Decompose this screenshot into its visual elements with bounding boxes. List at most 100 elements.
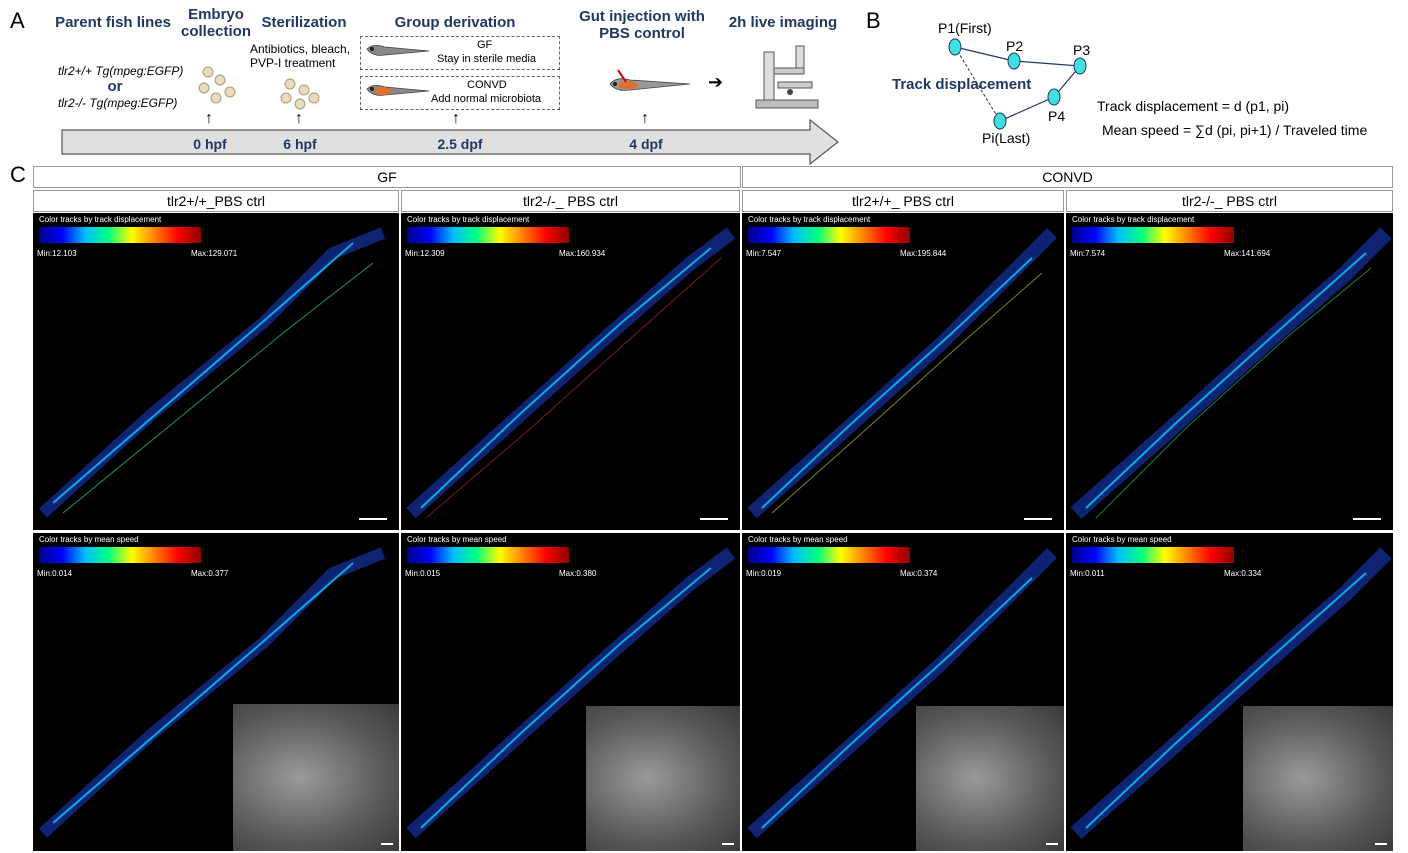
gf-box-desc: Stay in sterile media — [437, 53, 537, 65]
step-embryo-collection: Embryo collection — [180, 6, 251, 40]
group-header-convd: CONVD — [742, 166, 1393, 188]
step-live-imaging: 2h live imaging — [728, 14, 838, 31]
colorbar-max: Max:160.934 — [559, 249, 606, 258]
track-displacement-image: Color tracks by track displacement Min:1… — [401, 213, 740, 530]
scale-bar — [700, 518, 728, 520]
brightfield-inset — [916, 706, 1064, 851]
track-displacement-image: Color tracks by track displacement Min:7… — [742, 213, 1064, 530]
up-arrow-icon: ↑ — [452, 110, 460, 127]
scale-bar — [1375, 843, 1387, 845]
scale-bar — [1024, 518, 1052, 520]
scale-bar — [359, 518, 387, 520]
step-gut-injection: Gut injection with PBS control — [579, 8, 705, 42]
track-displacement-image: Color tracks by track displacement Min:7… — [1066, 213, 1393, 530]
tracks-overlay — [406, 227, 736, 519]
column-header: tlr2+/+_ PBS ctrl — [742, 190, 1064, 212]
panel-c-letter: C — [10, 162, 26, 187]
colorbar-min: Min:0.014 — [37, 569, 73, 578]
colorbar-title: Color tracks by mean speed — [1072, 535, 1172, 544]
colorbar-max: Max:129.071 — [191, 249, 238, 258]
point-p1-label: P1(First) — [938, 20, 992, 36]
or-label: or — [107, 78, 123, 95]
panel-a-letter: A — [10, 8, 25, 33]
colorbar-max: Max:0.334 — [1224, 569, 1262, 578]
arrow-right-icon: ➔ — [708, 72, 724, 92]
colorbar-max: Max:0.374 — [900, 569, 938, 578]
scale-bar — [722, 843, 734, 845]
formula-track-displacement: Track displacement = d (p1, pi) — [1097, 98, 1290, 114]
mean-speed-image: Color tracks by mean speed Min:0.011 Max… — [1066, 533, 1393, 851]
mean-speed-image: Color tracks by mean speed Min:0.014 Max… — [33, 533, 399, 851]
gf-box-title: GF — [477, 39, 493, 51]
panel-b-letter: B — [866, 8, 881, 33]
colorbar-max: Max:0.377 — [191, 569, 229, 578]
tracks-overlay — [406, 547, 736, 839]
colorbar — [748, 227, 910, 243]
step-parent-fish-lines: Parent fish lines — [55, 14, 171, 31]
colorbar-title: Color tracks by mean speed — [39, 535, 139, 544]
gf-box: GF Stay in sterile media — [360, 36, 560, 70]
timepoint-label: 4 dpf — [629, 136, 663, 152]
colorbar-min: Min:0.011 — [1070, 569, 1105, 578]
up-arrow-icon: ↑ — [205, 110, 213, 127]
up-arrow-icon: ↑ — [641, 110, 649, 127]
timepoint-label: 6 hpf — [283, 136, 317, 152]
colorbar-min: Min:12.103 — [37, 249, 77, 258]
point-pi-label: Pi(Last) — [982, 130, 1031, 146]
embryo-illustrations — [198, 66, 320, 110]
point-p2-label: P2 — [1006, 38, 1024, 54]
colorbar-max: Max:195.844 — [900, 249, 947, 258]
tracks-overlay — [1070, 227, 1392, 519]
colorbar-min: Min:7.574 — [1070, 249, 1106, 258]
tracks-overlay — [38, 547, 386, 838]
step-sterilization: Sterilization — [261, 14, 347, 31]
track-displacement-label: Track displacement — [892, 76, 1032, 93]
injected-larva-icon — [609, 69, 691, 91]
ko-line-label: tlr2-/- Tg(mpeg:EGFP) — [58, 96, 178, 110]
colorbar — [39, 227, 201, 243]
colorbar — [407, 547, 569, 563]
sterilization-note: Antibiotics, bleach, PVP-I treatment — [250, 42, 351, 70]
up-arrow-icon: ↑ — [295, 110, 303, 127]
point-p3-label: P3 — [1073, 42, 1091, 58]
group-header-gf: GF — [33, 166, 741, 188]
convd-box-title: CONVD — [467, 79, 507, 91]
column-header: tlr2-/-_ PBS ctrl — [401, 190, 740, 212]
scale-bar — [381, 843, 393, 845]
track-displacement-image: Color tracks by track displacement Min:1… — [33, 213, 399, 530]
brightfield-inset — [1243, 706, 1393, 851]
step-group-derivation: Group derivation — [394, 14, 516, 31]
colorbar — [1072, 547, 1234, 563]
colorbar-title: Color tracks by track displacement — [407, 215, 530, 224]
point-p4-label: P4 — [1048, 108, 1066, 124]
track-diagram — [948, 38, 1087, 130]
colorbar-max: Max:0.380 — [559, 569, 597, 578]
formula-mean-speed: Mean speed = ∑d (pi, pi+1) / Traveled ti… — [1102, 122, 1368, 138]
colorbar-title: Color tracks by mean speed — [748, 535, 848, 544]
timepoint-label: 2.5 dpf — [437, 136, 483, 152]
colorbar-max: Max:141.694 — [1224, 249, 1271, 258]
colorbar — [39, 547, 201, 563]
convd-box: CONVD Add normal microbiota — [360, 76, 560, 110]
brightfield-inset — [586, 706, 740, 851]
colorbar — [748, 547, 910, 563]
colorbar-title: Color tracks by track displacement — [1072, 215, 1195, 224]
scale-bar — [1046, 843, 1058, 845]
colorbar-min: Min:0.019 — [746, 569, 782, 578]
tracks-overlay — [1070, 547, 1392, 839]
scale-bar — [1353, 518, 1381, 520]
colorbar-title: Color tracks by track displacement — [748, 215, 871, 224]
colorbar-min: Min:0.015 — [405, 569, 441, 578]
microscope-icon — [755, 45, 819, 109]
wt-line-label: tlr2+/+ Tg(mpeg:EGFP) — [58, 64, 184, 78]
column-header: tlr2+/+_PBS ctrl — [33, 190, 399, 212]
colorbar — [1072, 227, 1234, 243]
colorbar-title: Color tracks by mean speed — [407, 535, 507, 544]
colorbar — [407, 227, 569, 243]
mean-speed-image: Color tracks by mean speed Min:0.019 Max… — [742, 533, 1064, 851]
colorbar-min: Min:12.309 — [405, 249, 445, 258]
timeline-arrow — [61, 118, 839, 166]
tracks-overlay — [747, 548, 1057, 839]
larva-icon — [366, 45, 430, 56]
larva-icon — [366, 85, 430, 96]
